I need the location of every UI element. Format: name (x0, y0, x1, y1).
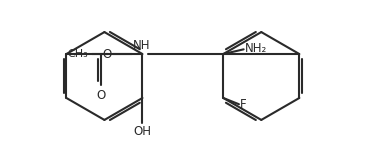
Text: NH₂: NH₂ (244, 42, 267, 55)
Text: O: O (103, 48, 112, 60)
Text: OH: OH (134, 125, 151, 138)
Text: NH: NH (133, 39, 151, 52)
Text: O: O (96, 89, 106, 102)
Text: CH₃: CH₃ (68, 49, 88, 59)
Text: F: F (240, 98, 246, 111)
